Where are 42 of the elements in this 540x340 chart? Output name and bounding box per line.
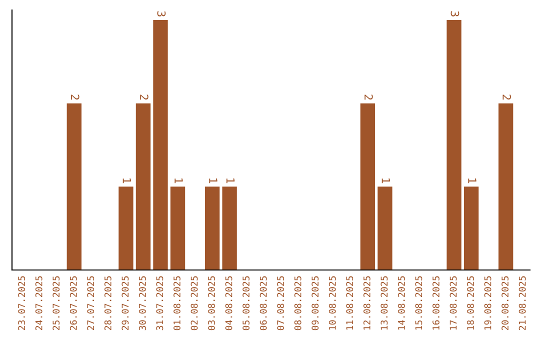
data-label: 1 — [382, 178, 390, 184]
x-tick-label: 06.08.2025 — [260, 276, 267, 330]
x-tick-label: 27.07.2025 — [87, 276, 94, 330]
x-tick-label: 15.08.2025 — [415, 276, 422, 330]
x-tick-label: 18.08.2025 — [467, 276, 474, 330]
x-tick-label: 28.07.2025 — [104, 276, 112, 330]
data-label: 3 — [157, 11, 166, 16]
data-label: 2 — [140, 94, 148, 100]
x-tick-label: 10.08.2025 — [328, 276, 336, 330]
x-tick-label: 26.07.2025 — [70, 276, 77, 330]
x-tick-label: 25.07.2025 — [52, 276, 60, 330]
x-tick-label: 30.07.2025 — [138, 276, 146, 330]
data-label: 2 — [502, 94, 511, 100]
x-tick-label: 21.08.2025 — [518, 276, 526, 330]
data-label: 2 — [71, 94, 80, 100]
x-tick-label: 17.08.2025 — [450, 276, 457, 330]
x-tick-label: 02.08.2025 — [190, 276, 198, 330]
x-tick-label: 19.08.2025 — [484, 276, 492, 330]
data-label: 1 — [209, 178, 218, 184]
data-label: 1 — [226, 178, 235, 184]
data-label: 1 — [122, 178, 131, 184]
x-tick-label: 29.07.2025 — [122, 276, 129, 330]
x-tick-label: 05.08.2025 — [242, 276, 250, 330]
x-tick-label: 11.08.2025 — [346, 276, 354, 330]
x-tick-label: 31.07.2025 — [156, 276, 164, 330]
data-label: 3 — [450, 11, 460, 16]
x-tick-label: 13.08.2025 — [380, 276, 388, 330]
x-tick-label: 03.08.2025 — [208, 276, 215, 330]
x-tick-label: 14.08.2025 — [398, 276, 405, 330]
data-label: 1 — [174, 178, 183, 184]
x-tick-label: 23.07.2025 — [18, 276, 26, 330]
x-tick-label: 16.08.2025 — [432, 276, 440, 330]
x-tick-label: 07.08.2025 — [277, 276, 284, 330]
x-tick-label: 24.07.2025 — [35, 276, 42, 330]
x-tick-label: 04.08.2025 — [225, 276, 232, 330]
data-label: 2 — [364, 94, 373, 100]
x-tick-label: 08.08.2025 — [294, 276, 302, 330]
x-tick-label: 01.08.2025 — [174, 276, 180, 330]
x-tick-label: 12.08.2025 — [363, 276, 370, 330]
x-tick-label: 20.08.2025 — [502, 276, 509, 330]
data-label: 1 — [468, 178, 476, 184]
x-tick-label: 09.08.2025 — [312, 276, 319, 330]
